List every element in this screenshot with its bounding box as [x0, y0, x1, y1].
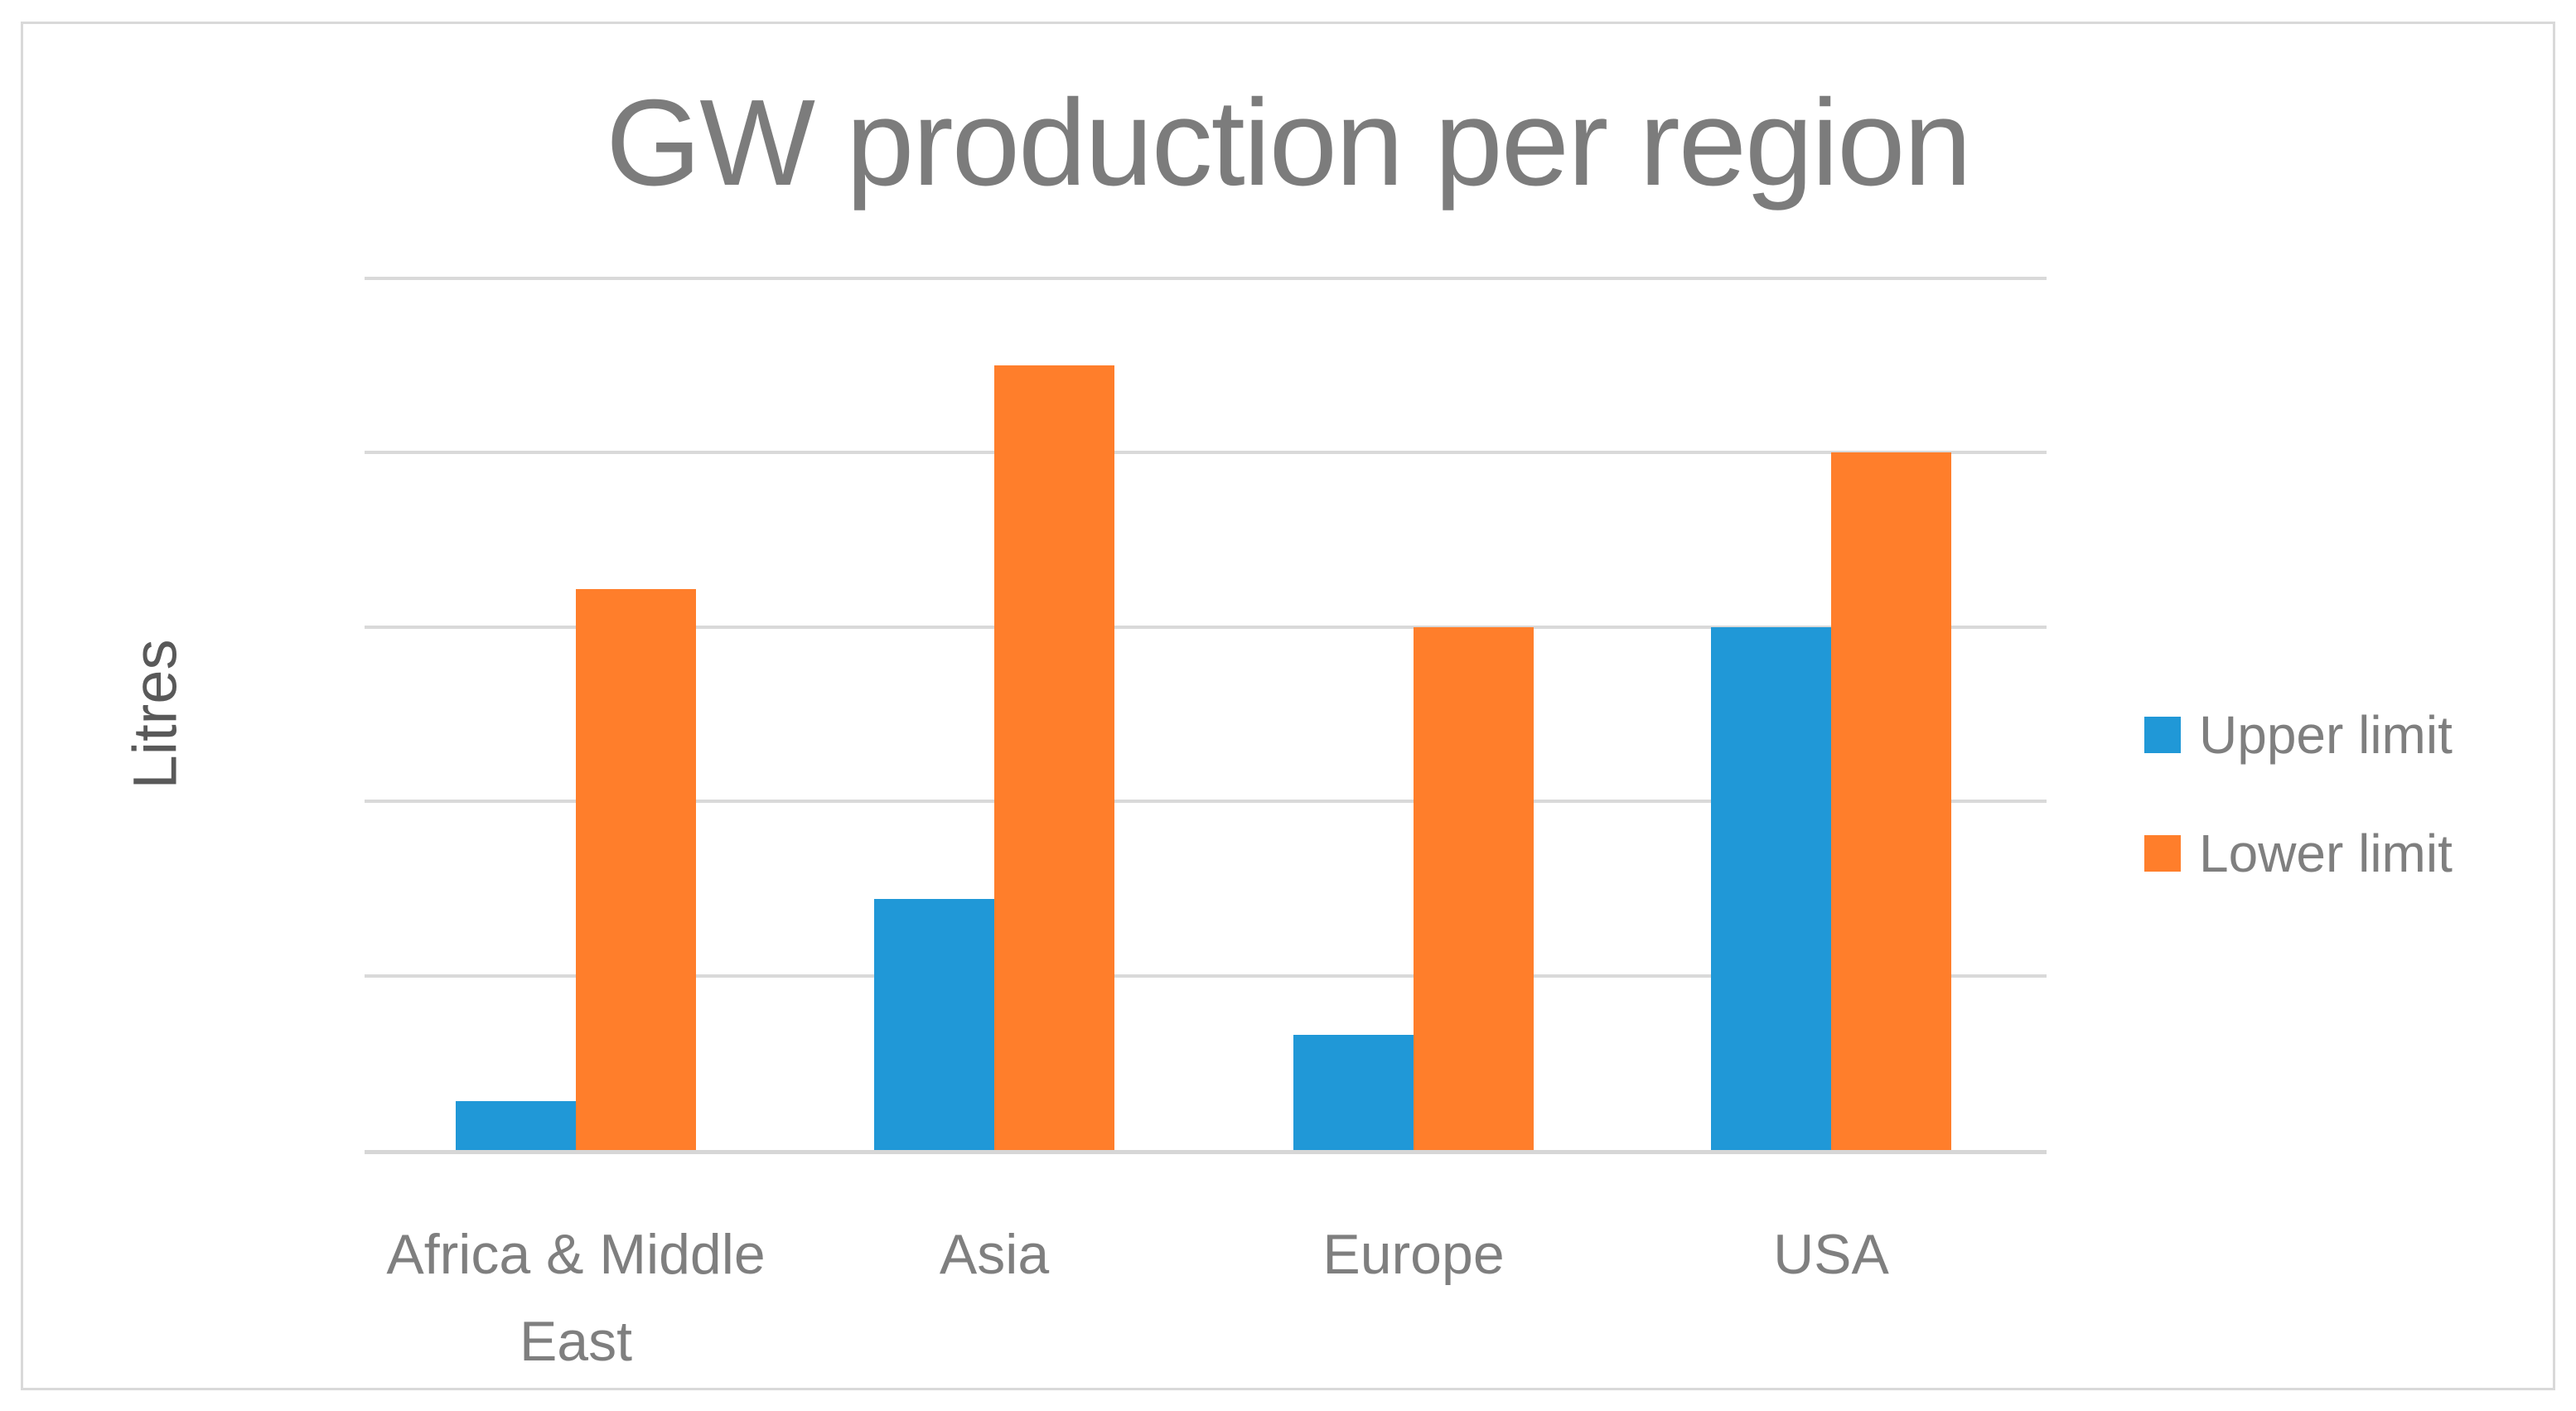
legend-swatch-upper-limit — [2144, 717, 2181, 753]
legend-swatch-lower-limit — [2144, 835, 2181, 872]
x-category-label-africa-middle-east: Africa & Middle East — [386, 1223, 766, 1374]
legend-label-lower-limit: Lower limit — [2199, 824, 2453, 883]
legend-label-upper-limit: Upper limit — [2199, 705, 2453, 765]
legend-item-upper-limit: Upper limit — [2144, 705, 2453, 765]
x-axis-line — [365, 1150, 2047, 1154]
x-category-label-asia: Asia — [939, 1223, 1050, 1286]
bar-lower-limit-africa-middle-east — [576, 588, 696, 1150]
bar-upper-limit-asia — [874, 899, 994, 1150]
gridline-150 — [365, 625, 2047, 629]
bar-upper-limit-africa-middle-east — [456, 1101, 576, 1150]
y-axis-title-text: Litres — [120, 639, 190, 790]
bar-lower-limit-europe — [1414, 626, 1534, 1150]
bar-lower-limit-asia — [994, 365, 1114, 1150]
legend-item-lower-limit: Lower limit — [2144, 824, 2453, 883]
chart-border — [21, 22, 2555, 1390]
bar-upper-limit-europe — [1293, 1035, 1414, 1150]
x-category-label-europe: Europe — [1322, 1223, 1505, 1286]
chart-title: GW production per region — [606, 75, 1972, 211]
gridline-50 — [365, 974, 2047, 978]
x-category-label-usa: USA — [1773, 1223, 1889, 1286]
gridline-200 — [365, 451, 2047, 455]
gridline-250 — [365, 277, 2047, 280]
gridline-100 — [365, 800, 2047, 804]
bar-upper-limit-usa — [1711, 626, 1831, 1150]
bar-lower-limit-usa — [1831, 452, 1951, 1150]
